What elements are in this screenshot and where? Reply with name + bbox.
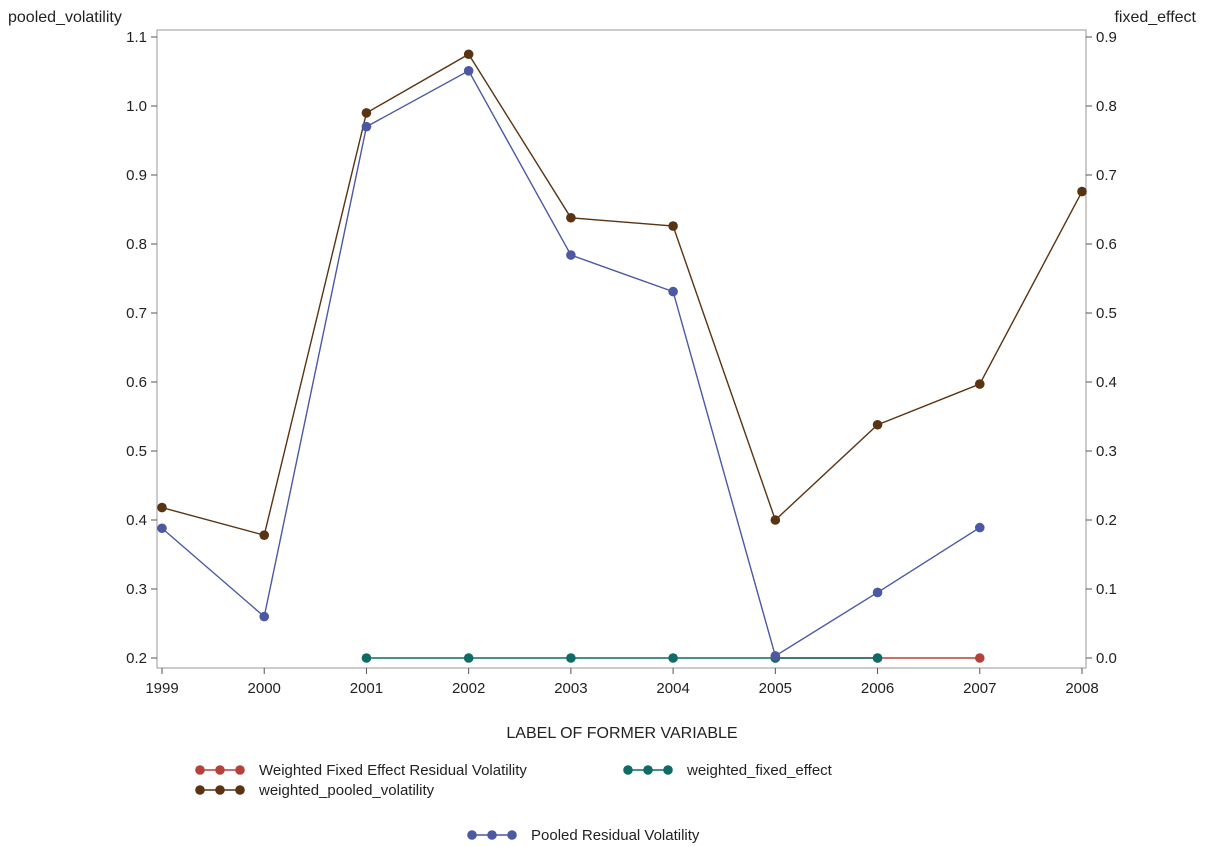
- data-point: [259, 611, 270, 622]
- series-1: [361, 653, 883, 663]
- series-layer: [157, 49, 1087, 663]
- data-point: [157, 523, 167, 534]
- right-y-tick-label: 0.9: [1096, 29, 1117, 46]
- data-point: [566, 250, 576, 260]
- legend-label: Weighted Fixed Effect Residual Volatilit…: [259, 762, 527, 779]
- x-tick-label: 2006: [861, 680, 894, 697]
- legend-swatch-marker: [235, 785, 245, 795]
- data-point: [668, 653, 678, 663]
- x-tick-label: 2004: [656, 680, 689, 697]
- data-point: [668, 286, 678, 297]
- right-y-tick-label: 0.3: [1096, 443, 1117, 460]
- x-tick-label: 2000: [248, 680, 281, 697]
- left-y-tick-label: 0.3: [126, 581, 147, 598]
- x-tick-label: 2005: [759, 680, 792, 697]
- legend-label: weighted_fixed_effect: [686, 762, 833, 779]
- right-y-tick-label: 0.2: [1096, 512, 1117, 529]
- legend-swatch-marker: [663, 765, 673, 775]
- left-y-tick-label: 0.2: [126, 650, 147, 667]
- data-point: [872, 419, 883, 430]
- data-point: [566, 653, 576, 663]
- data-point: [463, 66, 474, 76]
- legend-label: weighted_pooled_volatility: [258, 782, 435, 799]
- left-y-tick-label: 1.0: [126, 98, 147, 115]
- series-line: [161, 53, 1083, 537]
- legend-item: Weighted Fixed Effect Residual Volatilit…: [195, 762, 527, 779]
- legend-swatch-marker: [195, 765, 205, 775]
- data-point: [974, 379, 985, 389]
- right-y-tick-label: 0.1: [1096, 581, 1117, 598]
- data-point: [566, 212, 576, 223]
- data-point: [463, 653, 474, 663]
- left-y-tick-label: 0.5: [126, 443, 147, 460]
- data-point: [361, 653, 372, 663]
- right-y-tick-label: 0.4: [1096, 374, 1117, 391]
- left-y-axis: 0.2 0.3 0.4 0.5 0.6 0.7 0.8 0.9 1.0 1.1: [126, 29, 157, 667]
- x-axis-title: LABEL OF FORMER VARIABLE: [506, 725, 737, 742]
- x-axis: 1999 2000 2001 2002 2003 2004 2005 2006 2007 2008: [145, 668, 1099, 697]
- left-y-tick-label: 0.7: [126, 305, 147, 322]
- legend-swatch-marker: [195, 785, 205, 795]
- data-point: [259, 530, 270, 540]
- legend: Weighted Fixed Effect Residual Volatilit…: [195, 762, 833, 844]
- data-point: [463, 49, 474, 60]
- left-y-tick-label: 1.1: [126, 29, 147, 46]
- data-point: [1077, 186, 1087, 197]
- legend-swatch-marker: [467, 830, 477, 840]
- data-point: [157, 502, 167, 513]
- data-point: [974, 522, 985, 533]
- x-tick-label: 2001: [350, 680, 383, 697]
- legend-swatch-marker: [235, 765, 245, 775]
- legend-swatch-marker: [215, 785, 225, 795]
- right-y-axis: 0.0 0.1 0.2 0.3 0.4 0.5 0.6 0.7 0.8 0.9: [1086, 29, 1117, 667]
- legend-item: weighted_pooled_volatility: [195, 782, 435, 799]
- legend-swatch-marker: [215, 765, 225, 775]
- data-point: [361, 121, 372, 132]
- x-tick-label: 2008: [1065, 680, 1098, 697]
- data-point: [770, 515, 781, 525]
- plot-area: [156, 29, 1087, 669]
- x-tick-label: 2003: [554, 680, 587, 697]
- data-point: [770, 651, 781, 661]
- legend-swatch-marker: [507, 830, 517, 840]
- data-point: [872, 587, 883, 598]
- right-y-axis-title: fixed_effect: [1114, 9, 1196, 26]
- x-tick-label: 2007: [963, 680, 996, 697]
- data-point: [974, 653, 985, 663]
- series-3: [157, 66, 985, 661]
- left-y-tick-label: 0.8: [126, 236, 147, 253]
- right-y-tick-label: 0.6: [1096, 236, 1117, 253]
- right-y-tick-label: 0.5: [1096, 305, 1117, 322]
- legend-item: weighted_fixed_effect: [623, 762, 833, 779]
- right-y-tick-label: 0.7: [1096, 167, 1117, 184]
- x-tick-label: 1999: [145, 680, 178, 697]
- legend-swatch-marker: [643, 765, 653, 775]
- data-point: [872, 653, 883, 663]
- left-y-tick-label: 0.6: [126, 374, 147, 391]
- left-y-axis-title: pooled_volatility: [8, 9, 122, 26]
- series-2: [157, 49, 1087, 540]
- left-y-tick-label: 0.4: [126, 512, 147, 529]
- data-point: [668, 221, 678, 231]
- legend-swatch-marker: [487, 830, 497, 840]
- x-tick-label: 2002: [452, 680, 485, 697]
- data-point: [361, 108, 372, 118]
- left-y-tick-label: 0.9: [126, 167, 147, 184]
- legend-item: Pooled Residual Volatility: [467, 827, 700, 844]
- legend-label: Pooled Residual Volatility: [531, 827, 700, 844]
- right-y-tick-label: 0.8: [1096, 98, 1117, 115]
- legend-swatch-marker: [623, 765, 633, 775]
- right-y-tick-label: 0.0: [1096, 650, 1117, 667]
